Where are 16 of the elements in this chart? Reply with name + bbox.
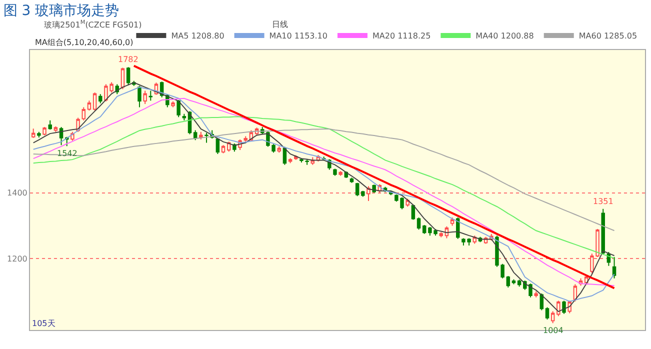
annotation: 105天 [32,319,56,328]
annotation: 1004 [543,326,564,335]
text: 玻璃2501$^{M}$(CZCE FG501) [44,19,142,30]
chart-title: 图 3 玻璃市场走势 [3,3,120,20]
legend-label: MA20 1118.25 [372,32,431,41]
y-tick-label: 1200 [7,254,28,264]
legend-label: MA5 1208.80 [171,32,224,41]
annotation: 1542 [57,149,78,158]
legend-label: MA40 1200.88 [476,32,534,41]
text: 日线 [272,20,288,29]
text: MA组合(5,10,20,40,60,0) [35,38,134,47]
annotation: 1782 [118,55,138,64]
legend-label: MA10 1153.10 [269,32,328,41]
y-tick-label: 1400 [7,188,28,198]
legend-label: MA60 1285.05 [578,32,638,41]
annotation: 1351 [593,197,614,206]
